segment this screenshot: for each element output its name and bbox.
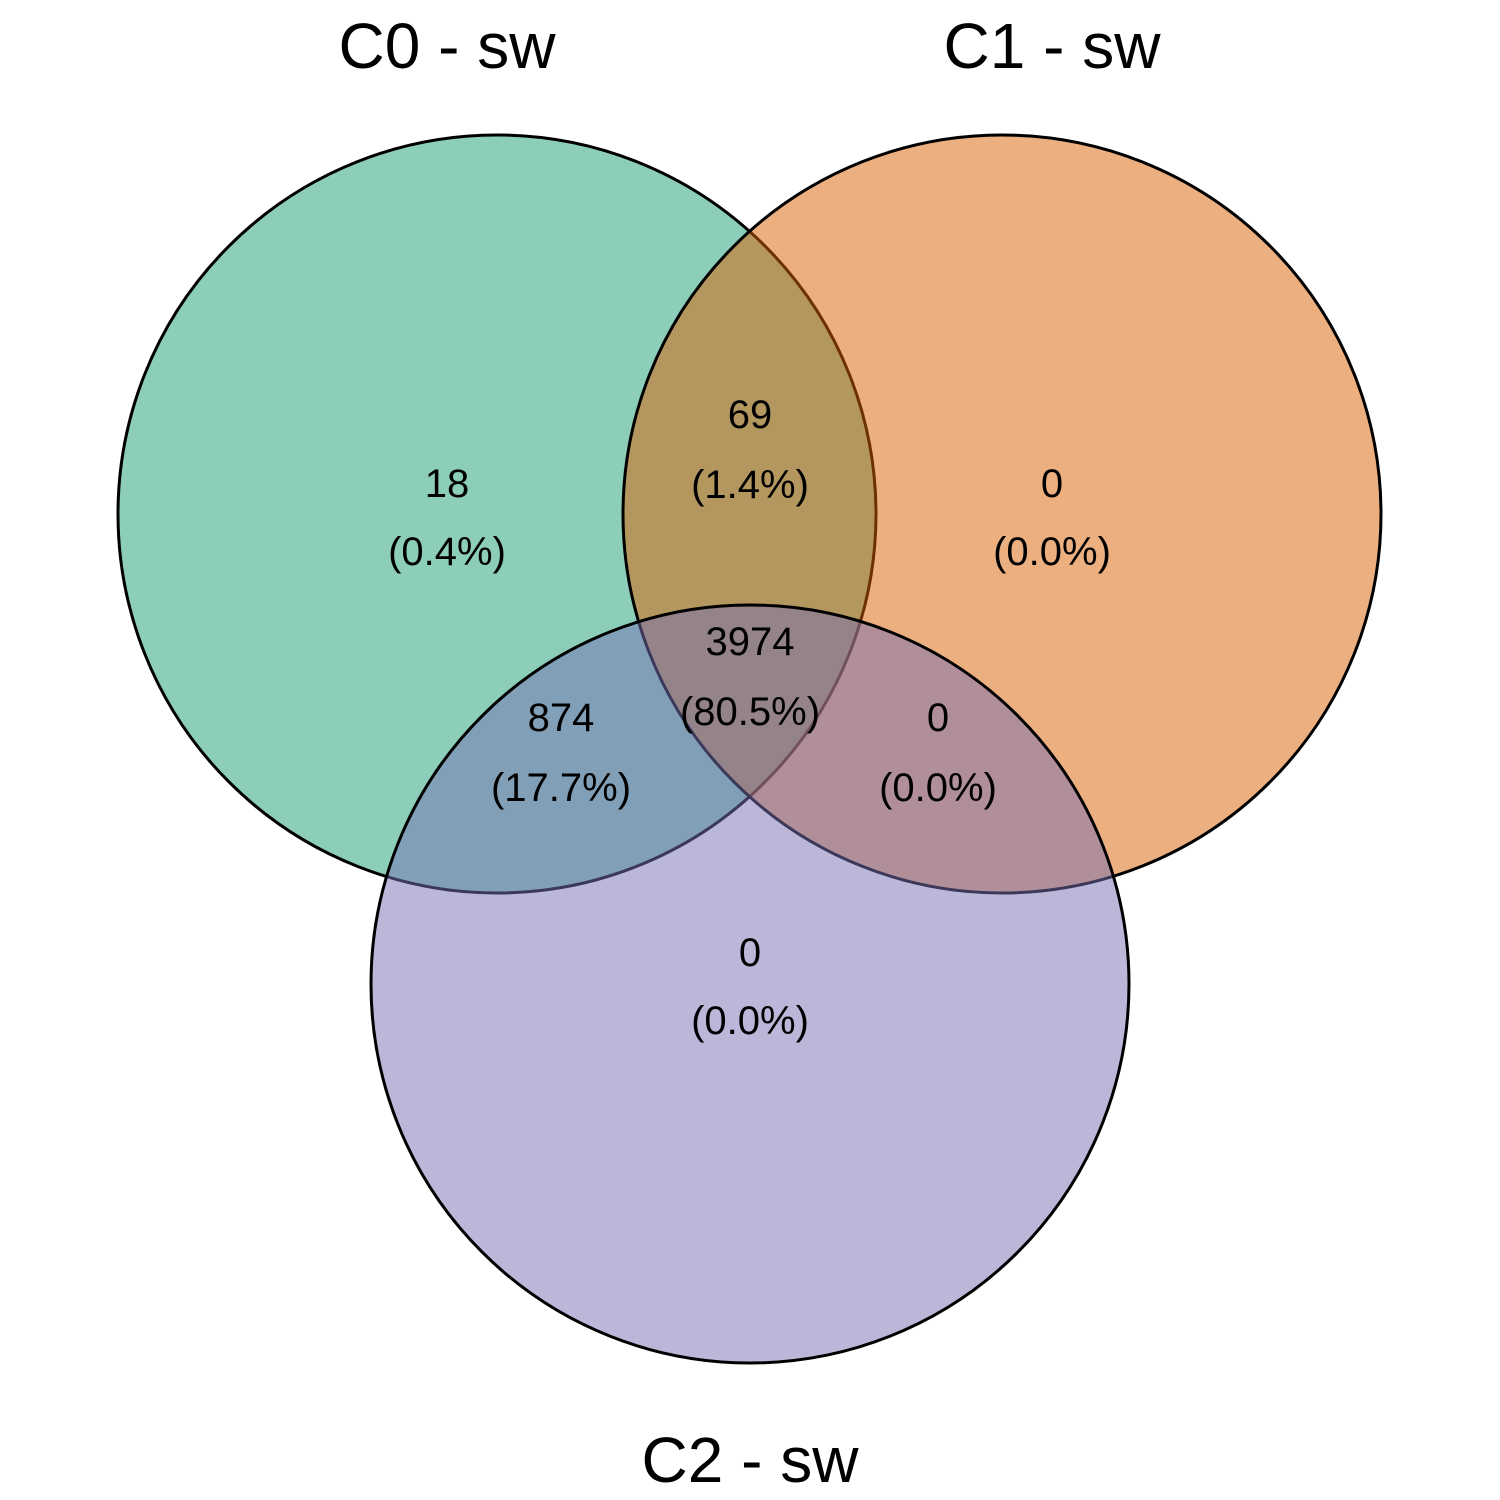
region-count-c1-c2: 0	[927, 696, 949, 740]
region-count-c1-only: 0	[1041, 462, 1063, 506]
region-count-c2-only: 0	[739, 931, 761, 975]
region-percent-c0-c1: (1.4%)	[691, 463, 809, 507]
set-circle-c2	[369, 603, 1131, 1365]
region-percent-all-three: (80.5%)	[680, 690, 820, 734]
set-title-c2: C2 - sw	[642, 1424, 860, 1496]
set-title-c1: C1 - sw	[944, 10, 1162, 82]
region-percent-c2-only: (0.0%)	[691, 999, 809, 1043]
region-percent-c1-c2: (0.0%)	[879, 766, 997, 810]
region-count-all-three: 3974	[706, 620, 795, 664]
region-count-c0-only: 18	[425, 462, 470, 506]
region-count-c0-c1: 69	[728, 393, 773, 437]
region-percent-c0-c2: (17.7%)	[491, 766, 631, 810]
region-percent-c0-only: (0.4%)	[388, 530, 506, 574]
region-percent-c1-only: (0.0%)	[993, 530, 1111, 574]
region-count-c0-c2: 874	[528, 696, 595, 740]
set-title-c0: C0 - sw	[339, 10, 557, 82]
